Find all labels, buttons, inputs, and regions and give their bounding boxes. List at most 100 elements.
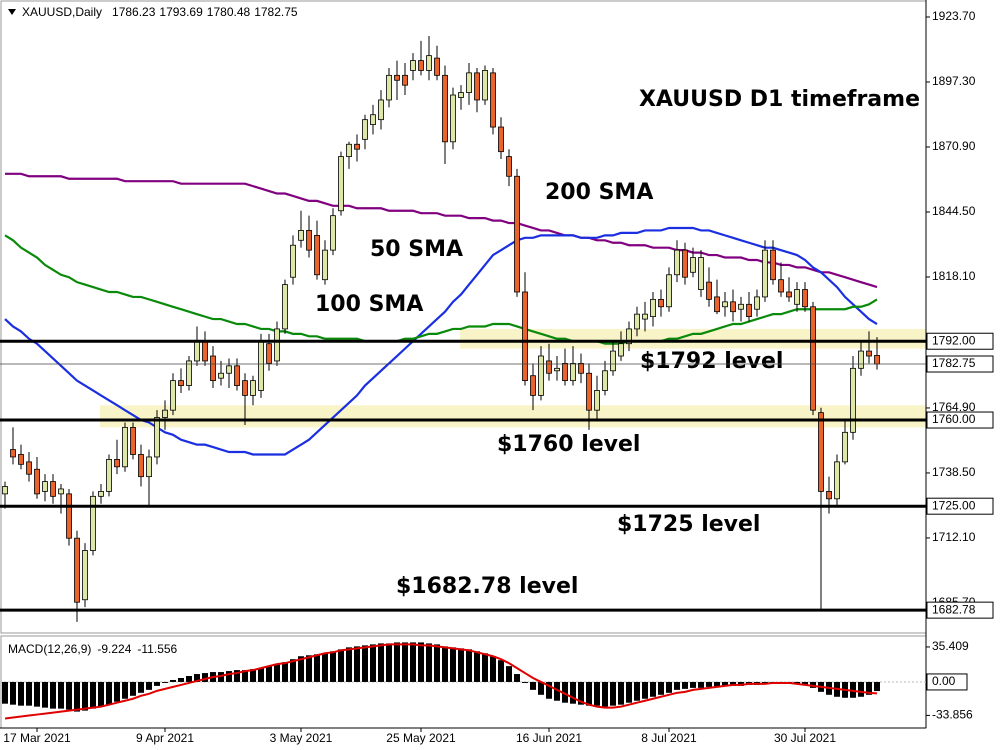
candle-body (178, 380, 184, 386)
y-tick-label: 1712.10 (932, 530, 976, 544)
candle-body (506, 156, 512, 177)
macd-bar (290, 659, 296, 682)
candle-body (570, 362, 576, 382)
y-tick-label: 1923.70 (932, 9, 976, 23)
macd-bar (634, 681, 640, 701)
level-label-box (926, 332, 994, 350)
macd-bar (42, 681, 48, 708)
candle-body (666, 274, 672, 308)
macd-bar (362, 645, 368, 682)
candle-body (202, 340, 208, 362)
candle-body (402, 74, 408, 86)
candle-body (210, 355, 216, 382)
macd-bar (538, 681, 544, 695)
macd-bar (706, 681, 712, 687)
candle-body (682, 249, 688, 278)
candle-body (418, 60, 424, 71)
candle-body (842, 431, 848, 463)
candle-body (106, 459, 112, 492)
macd-bar (682, 681, 688, 689)
menu-triangle (8, 9, 16, 15)
candle-body (370, 114, 376, 125)
level-label: 1725.00 (932, 498, 976, 512)
macd-bar (690, 681, 696, 688)
signal-value: -11.556 (137, 642, 177, 656)
macd-bar (274, 664, 280, 682)
main-panel (2, 35, 880, 622)
macd-header: MACD(12,26,9) -9.224 -11.556 (8, 642, 178, 656)
macd-bar (2, 681, 8, 704)
candle-body (834, 461, 840, 500)
macd-bar (450, 647, 456, 682)
macd-bar (18, 681, 24, 706)
macd-bar (242, 670, 248, 682)
candle-body (138, 454, 144, 478)
macd-bar (418, 642, 424, 682)
close: 1782.75 (254, 5, 298, 19)
candle-body (810, 306, 816, 411)
candle-body (250, 380, 256, 396)
candle-body (450, 94, 456, 143)
macd-bar (98, 681, 104, 707)
x-tick-label: 8 Jul 2021 (641, 731, 697, 745)
macd-bar (82, 681, 88, 711)
candle-body (562, 362, 568, 382)
candle-body (802, 289, 808, 308)
zones (100, 328, 926, 428)
candle-body (674, 249, 680, 276)
candle-body (354, 143, 360, 150)
macd-bar (234, 670, 240, 682)
candle-body (530, 375, 536, 396)
candle-body (602, 370, 608, 391)
macd-bar (586, 681, 592, 706)
level-note: $1760 level (497, 432, 640, 457)
macd-bar (226, 671, 232, 682)
candle-body (258, 340, 264, 391)
candle-body (42, 481, 48, 492)
candle-body (226, 365, 232, 374)
macd-bar (314, 654, 320, 682)
candle-body (642, 313, 648, 320)
macd-tick-label: 0.00 (932, 674, 956, 688)
macd-bar (106, 681, 112, 705)
macd-bar (58, 681, 64, 709)
y-tick-label: 1764.90 (932, 400, 976, 414)
candle-body (170, 380, 176, 411)
macd-bar (474, 651, 480, 682)
macd-bar (570, 681, 576, 704)
y-tick-label: 1870.90 (932, 139, 976, 153)
macd-bar (338, 649, 344, 682)
candle-body (242, 380, 248, 396)
candle-body (322, 249, 328, 281)
low: 1780.48 (207, 5, 251, 19)
candle-body (594, 390, 600, 411)
x-tick-label: 3 May 2021 (270, 731, 333, 745)
macd-bar (330, 651, 336, 682)
candle-body (282, 284, 288, 330)
level-label: 1682.78 (932, 602, 976, 616)
candle-body (274, 328, 280, 362)
candle-body (194, 340, 200, 362)
level-label-box (926, 601, 994, 619)
candle-body (394, 74, 400, 81)
candle-body (98, 491, 104, 497)
sma-label: 50 SMA (370, 237, 463, 262)
candle-body (410, 60, 416, 71)
y-tick-label: 1897.30 (932, 74, 976, 88)
macd-bar (858, 681, 864, 697)
candle-body (778, 279, 784, 293)
candle-body (794, 289, 800, 305)
level-label-box (926, 497, 994, 515)
macd-bar (594, 681, 600, 706)
sma-line (4, 234, 878, 345)
signal-line (4, 643, 878, 720)
macd-bar (506, 666, 512, 682)
candle-body (290, 244, 296, 278)
macd-tick-label: 35.409 (932, 639, 969, 653)
macd-bar (258, 668, 264, 682)
macd-bar (698, 681, 704, 688)
macd-bar (530, 681, 536, 690)
candle-body (730, 301, 736, 313)
